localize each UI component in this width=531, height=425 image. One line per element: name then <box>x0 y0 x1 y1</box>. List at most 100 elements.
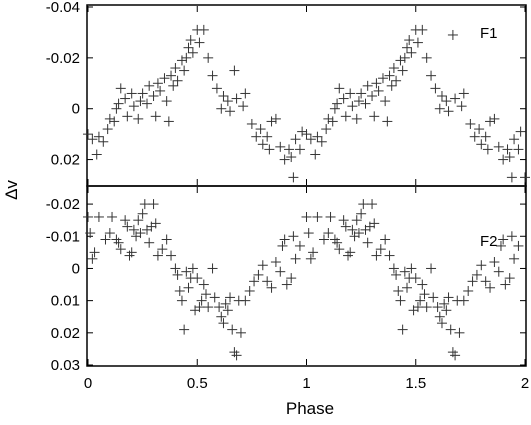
f2-data-point <box>506 231 517 242</box>
f2-data-point <box>323 228 334 239</box>
f2-data-point <box>395 295 406 306</box>
f1-data-point <box>456 101 467 112</box>
f1-data-point <box>183 42 194 53</box>
f2-data-point <box>176 295 187 306</box>
f1-data-point <box>290 134 301 145</box>
f2-data-point <box>308 247 319 258</box>
f1-data-point <box>498 154 509 165</box>
f1-data-point <box>126 88 137 99</box>
f2-data-point <box>187 263 198 274</box>
f2-data-point <box>454 327 465 338</box>
f1-data-point <box>111 103 122 114</box>
f1-data-point <box>377 73 388 84</box>
f2-data-point <box>369 218 380 229</box>
f2-data-point <box>450 350 461 361</box>
f2-data-point <box>290 253 301 264</box>
f1-data-point <box>426 70 437 81</box>
f1-data-point <box>421 52 432 63</box>
f2-data-point <box>489 257 500 268</box>
f2-data-point <box>428 292 439 303</box>
f1-data-point <box>257 139 268 150</box>
f1-data-point <box>155 85 166 96</box>
f2-data-point <box>286 273 297 284</box>
f1-data-point <box>493 141 504 152</box>
f2-data-point <box>471 269 482 280</box>
f2-data-point <box>277 240 288 251</box>
f2-data-point <box>412 302 423 313</box>
x-tick-label: 1 <box>302 375 310 392</box>
f2-data-point <box>500 279 511 290</box>
f1-data-point <box>218 91 229 101</box>
f2-data-point <box>312 211 323 222</box>
f2-data-point <box>480 276 491 287</box>
f2-data-point <box>347 224 358 235</box>
f1-y-tick-label: 0.02 <box>51 152 80 169</box>
f1-data-point <box>194 37 205 48</box>
f2-data-point <box>305 253 316 264</box>
f1-data-point <box>443 106 454 117</box>
f2-y-tick-label: 0 <box>72 260 80 277</box>
x-tick-label: 1.5 <box>405 375 426 392</box>
f1-data-point <box>163 116 174 127</box>
f1-data-point <box>275 141 286 152</box>
f2-data-point <box>367 199 378 210</box>
f1-data-point <box>465 118 476 129</box>
f2-data-point <box>87 253 98 264</box>
f1-data-point <box>327 116 338 127</box>
f1-data-point <box>137 88 148 99</box>
f1-data-point <box>340 111 351 122</box>
f1-data-point <box>225 106 236 117</box>
f1-data-point <box>231 93 242 104</box>
f2-data-point <box>434 311 445 322</box>
panel-f2-label: F2 <box>480 233 498 250</box>
f2-data-point <box>318 234 329 245</box>
f2-data-point <box>445 324 456 335</box>
f2-data-point <box>356 208 367 219</box>
f2-data-point <box>170 263 181 274</box>
f1-data-point <box>380 96 391 107</box>
f1-data-point <box>211 83 222 94</box>
f1-y-tick-label: -0.02 <box>46 50 80 67</box>
f1-data-point <box>441 96 452 107</box>
f1-data-point <box>430 83 441 94</box>
panel-f1: -0.04 -0.02 0 0.02 F1 <box>46 0 530 187</box>
f1-data-point <box>83 129 93 140</box>
f1-data-point <box>91 149 102 160</box>
f1-data-point <box>104 113 115 124</box>
x-tick-label: 2 <box>521 375 529 392</box>
f1-data-point <box>509 134 520 145</box>
f2-data-point <box>275 266 286 277</box>
f2-data-point <box>495 240 506 251</box>
f1-data-point <box>133 113 144 124</box>
f1-data-point <box>255 124 266 135</box>
f1-data-point <box>450 93 461 104</box>
f1-data-point <box>198 24 209 35</box>
f2-data-point <box>371 250 382 261</box>
f1-data-point <box>482 144 493 155</box>
y-axis-title: Δv <box>2 180 21 200</box>
f2-data-point <box>351 215 362 226</box>
f2-data-point <box>128 224 139 235</box>
f2-data-point <box>152 250 163 261</box>
f2-data-point <box>172 269 183 280</box>
f2-data-point <box>458 295 469 306</box>
f2-data-point <box>181 266 192 277</box>
f1-data-point <box>251 131 262 142</box>
f2-data-point <box>375 244 386 255</box>
f2-data-point <box>198 279 209 290</box>
f1-data-point <box>120 93 131 104</box>
f2-data-point <box>353 228 364 239</box>
f2-data-point <box>150 218 161 229</box>
f1-data-point <box>506 172 517 183</box>
f2-data-point <box>463 285 474 296</box>
f1-data-point <box>305 134 316 145</box>
f2-data-point <box>240 295 251 306</box>
f1-data-point <box>476 139 487 150</box>
f2-data-point <box>218 318 229 329</box>
f1-data-point <box>360 98 371 109</box>
panel-f1-points <box>83 24 530 183</box>
f2-data-point <box>225 292 236 303</box>
f2-data-point <box>137 208 148 219</box>
f2-data-point <box>203 302 214 313</box>
f1-data-point <box>369 111 380 122</box>
